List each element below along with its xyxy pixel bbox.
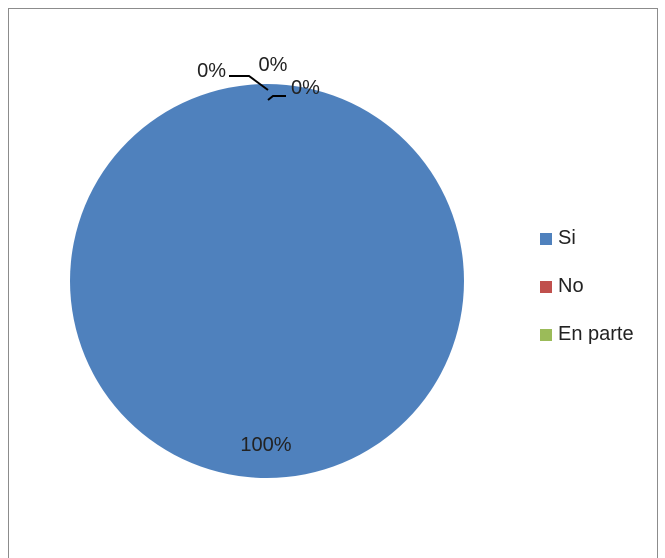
legend-item-en-parte: En parte (540, 322, 634, 347)
data-label-si: 100% (240, 434, 291, 456)
slice-si (70, 84, 464, 478)
legend-item-si: Si (540, 226, 634, 251)
data-label-no: 0% (197, 60, 226, 82)
legend-label-si: Si (558, 227, 576, 249)
legend-swatch-en-parte (540, 328, 552, 341)
legend-swatch-no (540, 280, 552, 293)
legend-label-no: No (558, 275, 584, 297)
legend-item-no: No (540, 274, 634, 299)
chart-frame (8, 8, 658, 558)
leader-line-1 (267, 95, 286, 101)
legend-swatch-si (540, 232, 552, 245)
legend-label-en-parte: En parte (558, 323, 634, 345)
data-label-en-parte: 0% (259, 54, 288, 76)
leader-line-0 (229, 75, 269, 91)
data-label-extra: 0% (291, 77, 320, 99)
legend: Si No En parte (540, 226, 634, 370)
